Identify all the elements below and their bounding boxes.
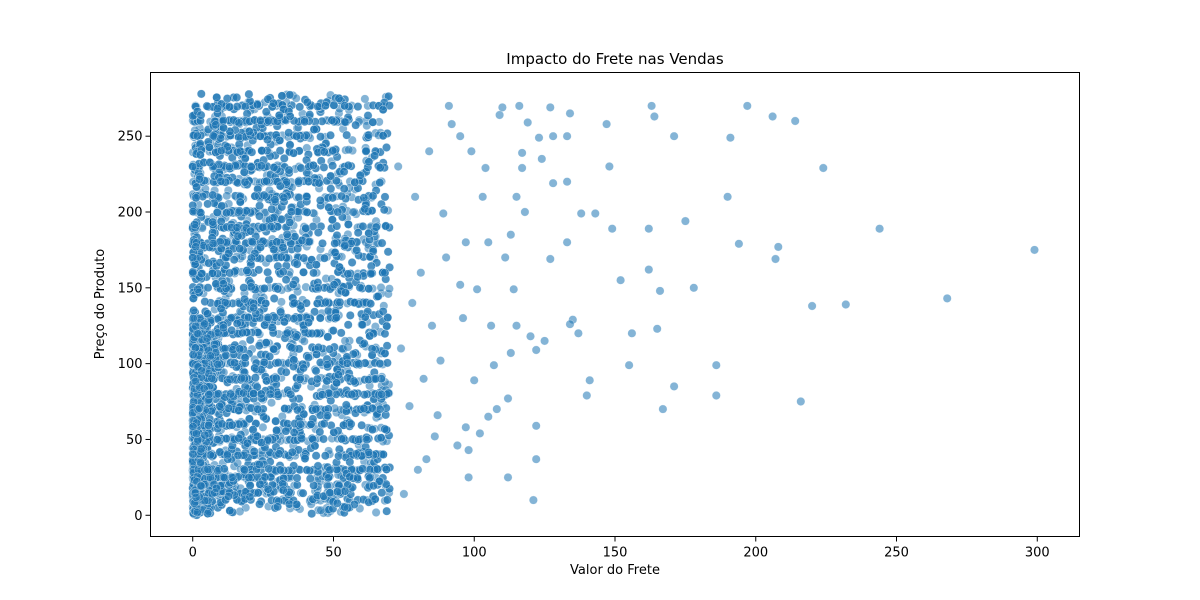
scatter-point [367,425,377,435]
scatter-point [269,213,279,222]
scatter-point [371,508,381,517]
scatter-point [383,247,393,257]
scatter-point [360,94,370,104]
scatter-point [264,275,274,285]
scatter-point [232,102,242,112]
scatter-point [285,217,295,227]
scatter-point [328,161,338,171]
scatter-point [320,451,330,461]
scatter-point [353,102,363,112]
scatter-point [295,102,305,112]
scatter-point [222,191,232,201]
scatter-point [318,238,327,248]
scatter-point [344,145,354,155]
scatter-point [303,353,313,362]
scatter-point [278,267,288,277]
scatter-point [244,89,254,99]
scatter-point [343,342,353,352]
scatter-point [359,193,369,203]
points-layer [188,89,1039,520]
scatter-point [360,312,370,322]
scatter-point [249,446,259,456]
scatter-point [377,488,387,498]
scatter-point [225,102,234,112]
scatter-point [258,422,268,432]
scatter-point [382,358,392,368]
scatter-point [346,419,356,429]
scatter-point [376,283,386,292]
scatter-point [382,341,392,351]
chart-title: Impacto do Frete nas Vendas [506,50,724,68]
scatter-point [255,499,265,509]
scatter-point [319,162,329,172]
scatter-point [347,258,357,267]
scatter-point [375,178,385,188]
scatter-point [311,451,321,461]
scatter-point [269,294,279,303]
scatter-point [267,398,276,408]
scatter-point [203,283,213,293]
scatter-point [275,146,285,156]
scatter-point [250,373,260,383]
scatter-point [336,328,346,338]
scatter-point [328,193,338,203]
scatter-point [352,245,362,255]
scatter-point [359,339,369,348]
scatter-point [316,505,326,515]
scatter-point [267,204,277,214]
scatter-point [285,90,295,100]
scatter-point [309,268,319,278]
scatter-point [375,359,385,369]
scatter-point [244,473,254,483]
scatter-point [382,143,391,152]
scatter-point [264,254,274,264]
scatter-point [382,495,392,505]
scatter-point [299,336,309,346]
scatter-point [292,473,302,483]
scatter-point [380,329,390,339]
scatter-point [347,135,357,145]
scatter-point [384,284,394,294]
scatter-point [301,223,311,233]
scatter-point [255,201,265,211]
scatter-point [307,509,317,519]
scatter-point [204,258,214,268]
scatter-point [263,267,273,277]
scatter-point [364,130,374,140]
scatter-point [342,130,352,140]
scatter-point [319,253,329,263]
scatter-point [315,427,325,437]
scatter-point [355,283,365,293]
scatter-point [326,184,336,194]
scatter-point [330,238,340,248]
scatter-point [332,498,342,508]
scatter-point [247,147,257,157]
scatter-point [298,488,308,498]
scatter-point [189,306,199,315]
scatter-point [281,275,291,285]
scatter-point [357,420,367,430]
scatter-point [348,207,358,217]
scatter-point [316,132,326,142]
scatter-point [284,165,294,175]
scatter-point [253,404,263,414]
scatter-point [341,400,351,410]
scatter-point [276,297,286,307]
scatter-point [192,131,202,141]
